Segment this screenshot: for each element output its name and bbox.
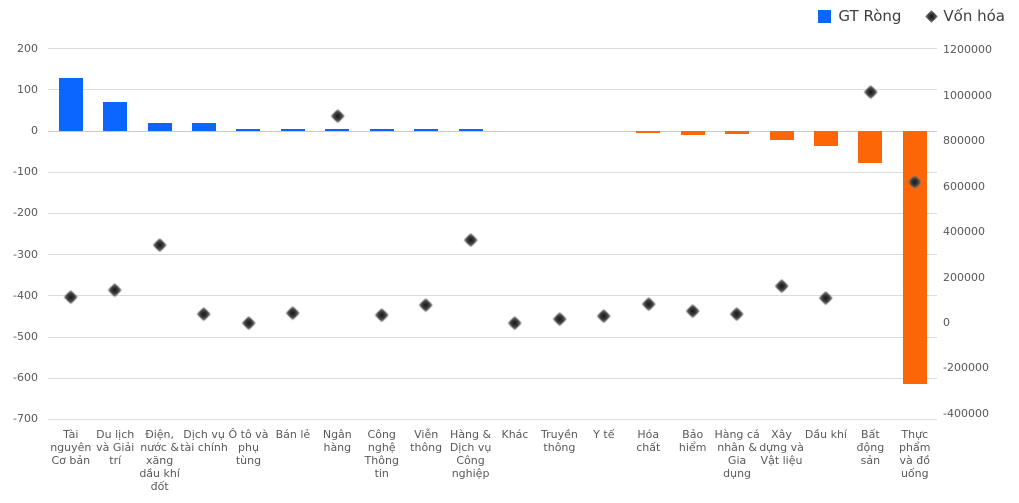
category-label: Dịch vụ tài chính	[180, 428, 228, 454]
legend-label-von-hoa: Vốn hóa	[943, 7, 1005, 25]
scatter-point	[597, 309, 611, 323]
left-axis-tick: -100	[13, 165, 38, 179]
left-axis-tick: -300	[13, 247, 38, 261]
scatter-point	[685, 304, 700, 318]
scatter-point	[552, 311, 567, 326]
scatter-point	[463, 233, 478, 247]
category-label: Công nghệ Thông tin	[364, 428, 399, 480]
bar	[103, 102, 128, 131]
left-axis-tick: -700	[13, 412, 38, 426]
scatter-point	[330, 109, 345, 123]
bar	[147, 122, 172, 131]
scatter-point	[863, 84, 878, 99]
chart-legend: GT Ròng Vốn hóa	[818, 7, 1005, 25]
category-label: Xây dựng và Vật liệu	[759, 428, 804, 467]
gridline	[48, 418, 937, 420]
scatter-point	[641, 296, 655, 311]
bar	[236, 128, 261, 131]
category-label: Bán lẻ	[275, 428, 311, 441]
bar	[680, 131, 705, 136]
bar	[58, 78, 83, 131]
gridline	[48, 171, 937, 173]
right-axis-tick: 1000000	[943, 88, 992, 102]
right-axis-tick: -200000	[943, 361, 989, 375]
left-axis-tick: -500	[13, 330, 38, 344]
gridline	[48, 212, 937, 214]
scatter-point	[774, 279, 789, 293]
gridline	[48, 377, 937, 379]
left-axis-tick: 0	[31, 124, 38, 137]
category-label: Hóa chất	[636, 428, 661, 454]
bar	[902, 131, 927, 385]
right-axis-tick: 400000	[943, 225, 985, 239]
right-axis-tick: 0	[943, 316, 950, 329]
scatter-point	[152, 237, 167, 252]
bar	[636, 131, 661, 134]
right-axis-tick: -400000	[943, 406, 989, 420]
bar	[414, 128, 439, 131]
category-label: Bảo hiểm	[678, 428, 707, 454]
left-axis-tick: 100	[17, 82, 38, 96]
category-label: Viễn thông	[410, 428, 443, 454]
left-axis-tick: -600	[13, 371, 38, 385]
gridline	[48, 48, 937, 50]
bar	[280, 128, 305, 131]
gridline	[48, 130, 937, 132]
category-label: Hàng & Dịch vụ Công nghiệp	[449, 428, 492, 480]
right-axis-tick: 200000	[943, 270, 985, 284]
gridline	[48, 295, 937, 297]
category-label: Du lịch và Giải trí	[96, 428, 135, 467]
bar	[858, 131, 883, 164]
bar	[725, 131, 750, 135]
bar	[769, 131, 794, 141]
category-label: Y tế	[593, 428, 615, 441]
left-axis-tick: 200	[17, 41, 38, 55]
legend-item-gt-rong: GT Ròng	[818, 7, 901, 25]
right-axis-tick: 800000	[943, 134, 985, 148]
category-label: Dầu khí	[804, 428, 847, 441]
scatter-point	[286, 306, 300, 320]
category-label: Bất động sản	[856, 428, 885, 467]
category-label: Thực phẩm và đồ uống	[899, 428, 931, 480]
category-label: Điện, nước & xăng dầu khí đốt	[139, 428, 180, 493]
legend-item-von-hoa: Vốn hóa	[925, 7, 1005, 25]
gridline	[48, 89, 937, 91]
diamond-icon	[925, 9, 939, 23]
bar	[458, 128, 483, 131]
category-label: Hàng cá nhân & Gia dụng	[714, 428, 760, 480]
right-axis-tick: 1200000	[943, 43, 992, 57]
left-axis-tick: -200	[13, 206, 38, 220]
right-axis-tick: 600000	[943, 179, 985, 193]
category-label: Ngân hàng	[322, 428, 352, 454]
scatter-point	[375, 307, 389, 322]
scatter-point	[64, 290, 78, 304]
left-axis-tick: -400	[13, 288, 38, 302]
scatter-point	[419, 298, 433, 312]
scatter-point	[241, 315, 256, 330]
bar	[192, 123, 217, 131]
legend-label-gt-rong: GT Ròng	[838, 7, 902, 25]
category-label: Truyền thông	[540, 428, 578, 454]
category-label: Khác	[501, 428, 529, 441]
gridline	[48, 336, 937, 338]
scatter-point	[108, 282, 122, 297]
bar	[813, 131, 838, 147]
scatter-point	[730, 306, 744, 321]
category-label: Tài nguyên Cơ bản	[50, 428, 92, 467]
gridline	[48, 254, 937, 256]
scatter-point	[197, 306, 211, 321]
scatter-point	[508, 316, 522, 330]
scatter-point	[819, 291, 833, 305]
bar	[325, 128, 350, 131]
blue-square-icon	[818, 9, 832, 23]
bar	[369, 129, 394, 131]
category-label: Ô tô và phụ tùng	[228, 428, 269, 467]
